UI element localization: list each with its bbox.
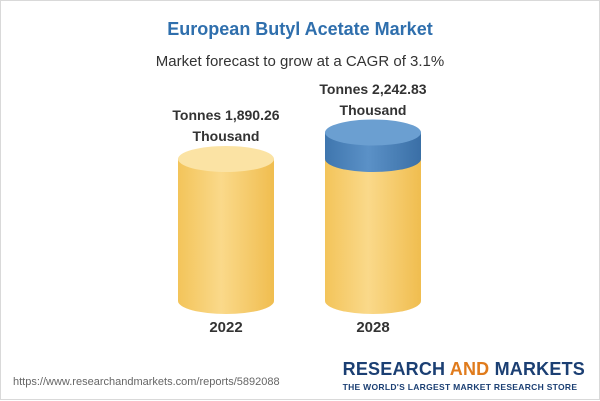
source-url: https://www.researchandmarkets.com/repor… (13, 376, 280, 388)
chart-title: European Butyl Acetate Market (167, 19, 433, 39)
cylinder-top-2028 (325, 119, 421, 146)
chart-subtitle: Market forecast to grow at a CAGR of 3.1… (155, 53, 445, 70)
brand-name: RESEARCH AND MARKETS (342, 359, 585, 379)
category-label-2022: 2022 (209, 319, 243, 336)
cylinder-top-2022 (178, 146, 274, 172)
brand-logo: RESEARCH AND MARKETS THE WORLD'S LARGEST… (343, 359, 585, 392)
data-label-2028: Tonnes 2,242.83 Thousand (319, 81, 427, 118)
cylinder-body-2022 (178, 159, 274, 314)
category-label-2028: 2028 (356, 319, 390, 336)
data-label-2022: Tonnes 1,890.26 Thousand (172, 107, 280, 144)
cylinder-body-2028 (325, 159, 421, 314)
brand-tagline: THE WORLD'S LARGEST MARKET RESEARCH STOR… (342, 382, 578, 392)
